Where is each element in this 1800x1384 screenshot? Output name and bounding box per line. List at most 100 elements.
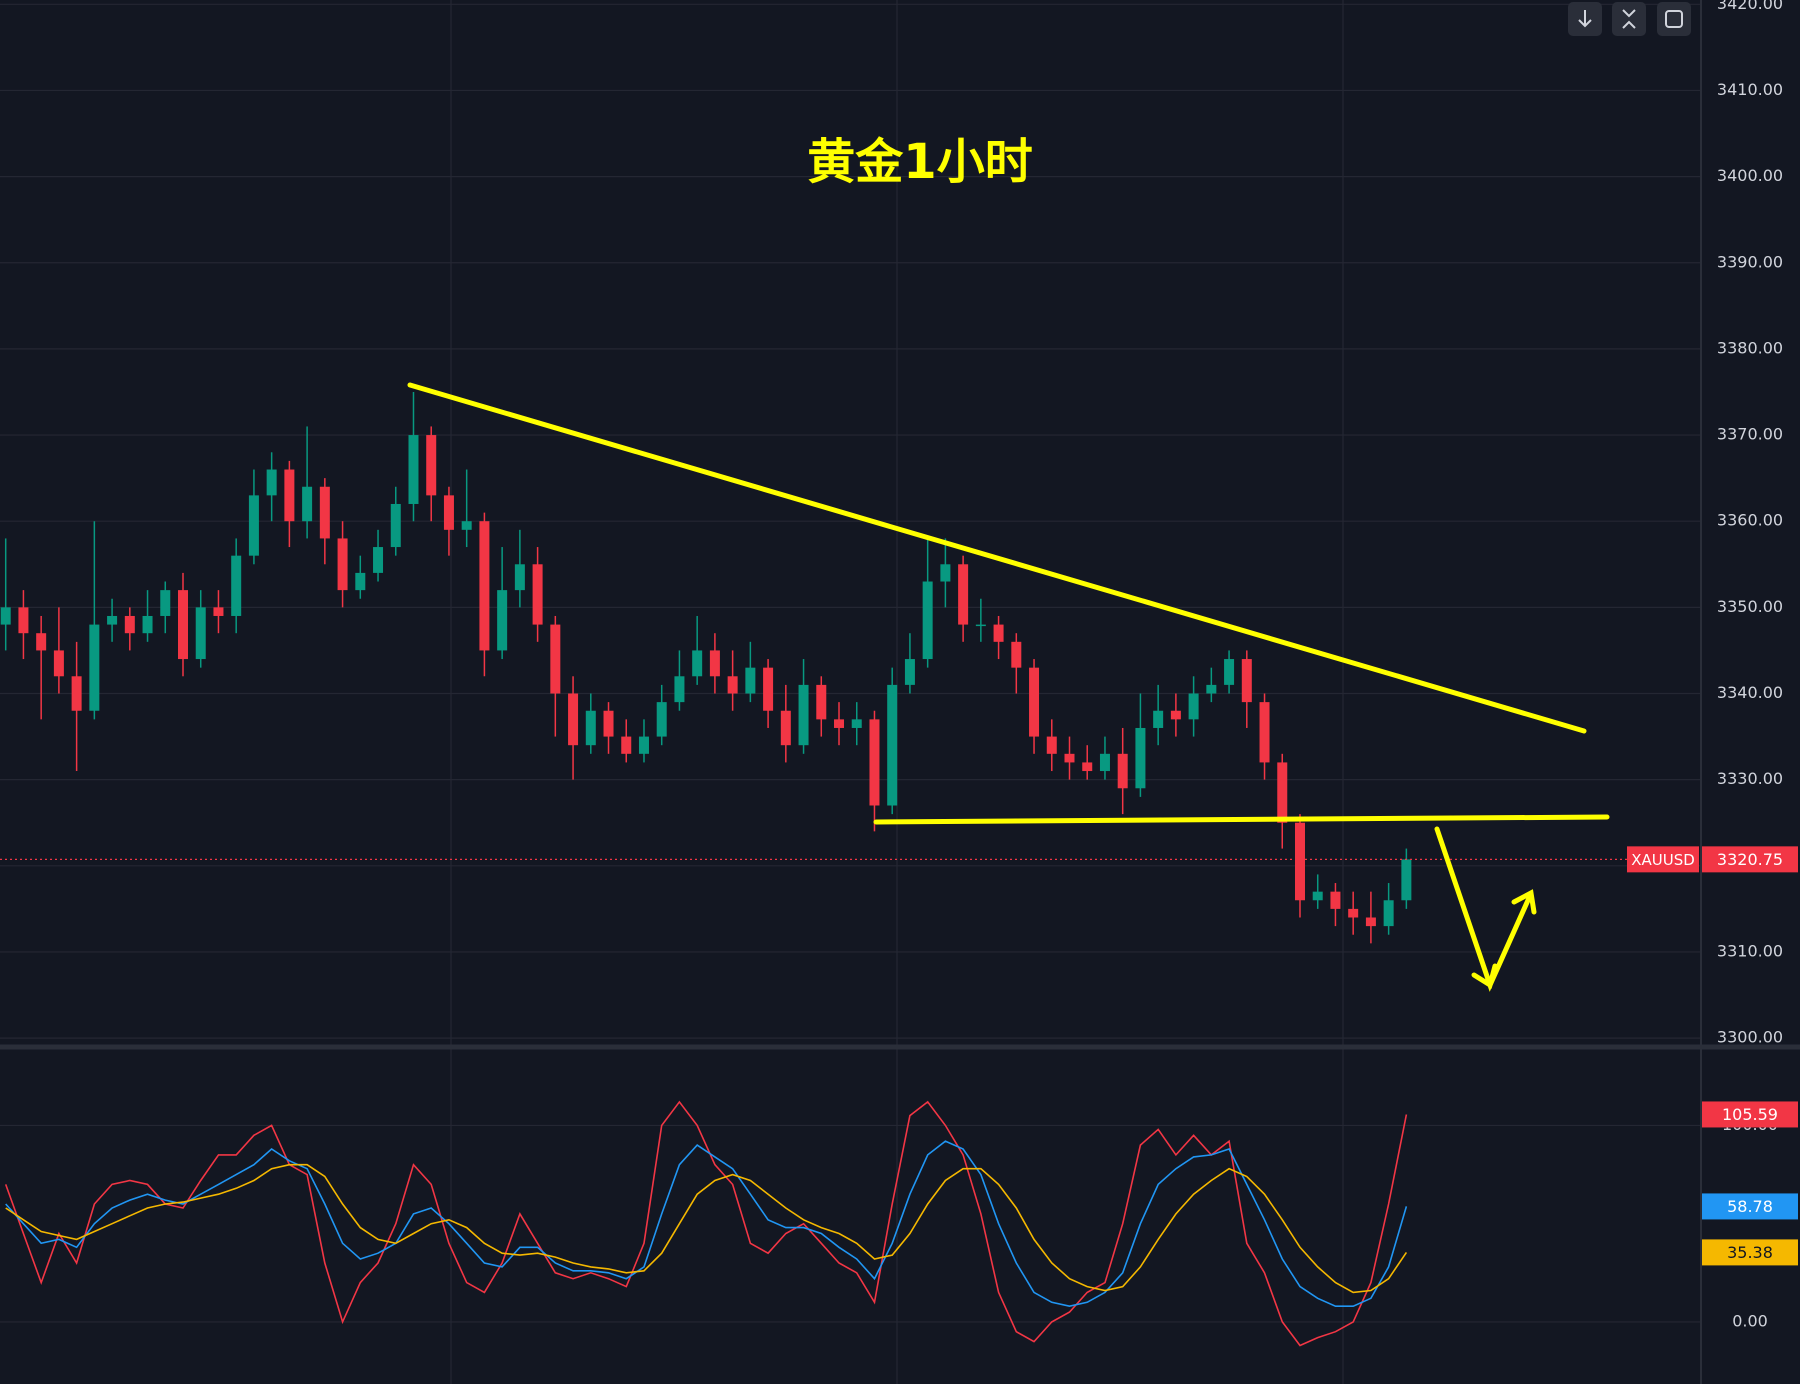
y-tick-label: 3410.00: [1717, 80, 1783, 99]
value-label: 105.59: [1722, 1105, 1778, 1124]
candle-body: [798, 684, 809, 746]
candle-body: [1046, 736, 1057, 754]
candle-body: [869, 719, 880, 806]
y-tick-label: 3350.00: [1717, 597, 1783, 616]
grid: [0, 3, 1701, 1323]
value-tag: [1702, 1193, 1798, 1220]
candle-body: [461, 521, 472, 530]
chart-title: 黄金1小时: [807, 134, 1032, 190]
candle-body: [302, 486, 313, 522]
candle-body: [940, 564, 951, 582]
indicator-line: [5, 1140, 1408, 1308]
candle-body: [89, 624, 100, 711]
candle-body: [887, 684, 898, 806]
y-tick-label: 3390.00: [1717, 252, 1783, 271]
y-tick-label: 3340.00: [1717, 683, 1783, 702]
toolbar: [1568, 2, 1691, 36]
y-tick-label: 3420.00: [1717, 0, 1783, 13]
candle-body: [71, 676, 82, 711]
candle-body: [479, 521, 490, 651]
candle-body: [975, 624, 986, 627]
icon: [1578, 10, 1592, 28]
candle-body: [780, 710, 791, 746]
candle-body: [1259, 702, 1270, 763]
candle-body: [904, 659, 915, 685]
arrow-head: [1471, 963, 1498, 989]
candle-body: [1206, 684, 1217, 694]
maximize-button[interactable]: [1657, 2, 1691, 36]
candle-body: [248, 495, 259, 556]
candle-body: [1224, 659, 1235, 685]
value-tag: [1702, 1239, 1798, 1266]
y-tick-label: 3300.00: [1717, 1028, 1783, 1047]
candle-body: [514, 564, 525, 591]
candle-body: [656, 702, 667, 737]
support-line: [873, 814, 1610, 825]
drawings: [407, 382, 1610, 992]
candle-body: [1294, 822, 1305, 901]
candle-body: [195, 607, 206, 660]
candle-body: [745, 667, 756, 694]
candle-body: [727, 676, 738, 694]
y-tick-label: 3370.00: [1717, 425, 1783, 444]
candle-body: [1383, 900, 1394, 927]
y-tick-label: 0.00: [1732, 1311, 1768, 1330]
y-tick-label: 3400.00: [1717, 166, 1783, 185]
candle-body: [426, 435, 437, 496]
candle-body: [958, 564, 969, 625]
candle-body: [1277, 762, 1288, 823]
candle-body: [497, 590, 508, 651]
candle-body: [585, 710, 596, 746]
candle-body: [1064, 753, 1075, 763]
y-tick-label: 3330.00: [1717, 769, 1783, 788]
candle-body: [355, 572, 366, 591]
candle-body: [319, 486, 330, 539]
y-tick-label: 3380.00: [1717, 338, 1783, 357]
candle-body: [1330, 891, 1341, 909]
candle-body: [124, 615, 135, 634]
candle-body: [1348, 908, 1359, 918]
candle-body: [107, 615, 118, 625]
price-label: 3320.75: [1717, 850, 1783, 869]
candle-body: [568, 693, 579, 746]
candle-body: [160, 590, 171, 616]
indicator-line: [5, 1163, 1408, 1294]
candle-body: [36, 633, 47, 651]
candle-body: [922, 581, 933, 660]
value-label: 58.78: [1727, 1197, 1773, 1216]
candle-body: [178, 590, 188, 660]
indicator-line: [4, 1100, 1408, 1347]
candle-body: [816, 684, 827, 720]
candle-body: [1365, 917, 1376, 927]
candle-body: [1188, 693, 1199, 720]
y-tick-label: 3360.00: [1717, 511, 1783, 530]
candle-body: [0, 607, 11, 625]
candle-body: [1312, 891, 1323, 901]
candle-body: [1153, 710, 1164, 728]
icon: [1622, 9, 1636, 29]
collapse-button[interactable]: [1612, 2, 1646, 36]
candle-body: [390, 503, 401, 548]
candle-body: [532, 564, 543, 625]
icon: [1665, 10, 1683, 28]
candle-body: [1117, 753, 1128, 789]
candle-body: [851, 719, 862, 728]
candle-body: [763, 667, 774, 711]
candle-body: [834, 719, 845, 728]
candle-body: [674, 676, 685, 703]
candle-body: [231, 555, 242, 616]
candle-body: [1401, 859, 1412, 901]
symbol-label: XAUUSD: [1631, 851, 1695, 869]
candle-body: [1135, 727, 1146, 789]
candle-body: [621, 736, 632, 754]
candle-body: [213, 607, 224, 616]
candle-body: [53, 650, 64, 677]
candle-body: [284, 469, 295, 522]
candle-body: [337, 538, 348, 591]
candle-body: [443, 495, 454, 530]
trend-line: [407, 382, 1587, 734]
y-tick-label: 3310.00: [1717, 941, 1783, 960]
labels: 3300.003310.003320.003330.003340.003350.…: [1627, 0, 1798, 1330]
value-tag: [1702, 1101, 1798, 1128]
candle-body: [408, 435, 419, 504]
